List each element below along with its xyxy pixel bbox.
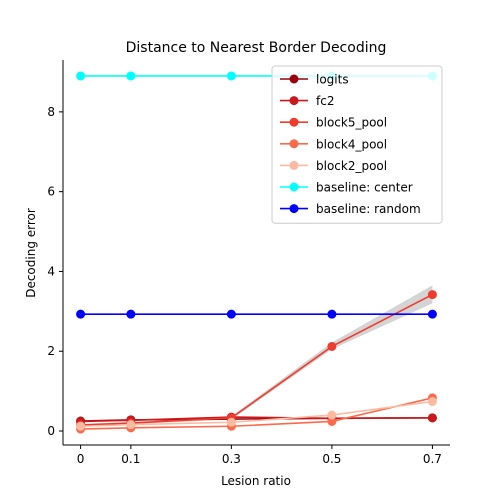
legend: logits fc2 block5_pool block4_pool block2_po… [271, 65, 443, 224]
data-point-block2-pool [427, 397, 437, 407]
confidence-band [80, 285, 433, 427]
legend-marker [289, 204, 299, 214]
data-point-block2-pool [327, 410, 337, 420]
confidence-bands [80, 285, 433, 427]
y-tick-label: 0 [47, 424, 55, 438]
y-tick-label: 8 [47, 105, 55, 119]
x-tick-label: 0 [77, 452, 85, 466]
data-point-block2-pool [126, 420, 136, 430]
legend-label: block5_pool [316, 116, 387, 130]
data-point-baseline-random [76, 309, 86, 319]
legend-item: block5_pool [280, 116, 387, 130]
legend-label: fc2 [316, 94, 334, 108]
data-point-baseline-random [126, 309, 136, 319]
x-axis-title: Lesion ratio [221, 474, 291, 488]
data-point-block5-pool [427, 290, 437, 300]
data-point-block2-pool [226, 417, 236, 427]
data-point-baseline-random [427, 309, 437, 319]
y-tick-label: 2 [47, 344, 55, 358]
legend-item: block2_pool [280, 159, 387, 173]
legend-item: baseline: center [280, 181, 413, 195]
legend-label: baseline: random [316, 202, 421, 216]
legend-marker [289, 139, 299, 149]
legend-item: baseline: random [280, 202, 421, 216]
data-point-baseline-center [76, 71, 86, 81]
data-point-baseline-random [226, 309, 236, 319]
chart-title: Distance to Nearest Border Decoding [126, 40, 387, 56]
x-tick-label: 0.5 [322, 452, 341, 466]
y-tick-label: 4 [47, 264, 55, 278]
data-point-fc2 [427, 413, 437, 423]
legend-marker [289, 96, 299, 106]
data-point-block5-pool [327, 341, 337, 351]
legend-item: fc2 [280, 94, 334, 108]
legend-box [271, 65, 443, 224]
y-axis-title: Decoding error [24, 208, 38, 298]
legend-marker [289, 117, 299, 127]
legend-label: block4_pool [316, 137, 387, 151]
legend-label: logits [316, 73, 349, 87]
data-point-baseline-random [327, 309, 337, 319]
legend-marker [289, 182, 299, 192]
legend-marker [289, 74, 299, 84]
data-point-baseline-center [126, 71, 136, 81]
x-tick-label: 0.7 [423, 452, 442, 466]
x-tick-label: 0.1 [121, 452, 140, 466]
series-layer [76, 71, 437, 434]
legend-label: block2_pool [316, 159, 387, 173]
legend-label: baseline: center [316, 181, 413, 195]
y-tick-label: 6 [47, 185, 55, 199]
axes: 0 0.1 0.3 0.5 0.7 0 2 4 6 8 [47, 60, 450, 466]
data-point-block2-pool [76, 421, 86, 431]
data-point-baseline-center [226, 71, 236, 81]
legend-item: logits [280, 73, 349, 87]
legend-marker [289, 160, 299, 170]
legend-item: block4_pool [280, 137, 387, 151]
x-tick-label: 0.3 [222, 452, 241, 466]
data-point-block4-pool [327, 416, 337, 426]
